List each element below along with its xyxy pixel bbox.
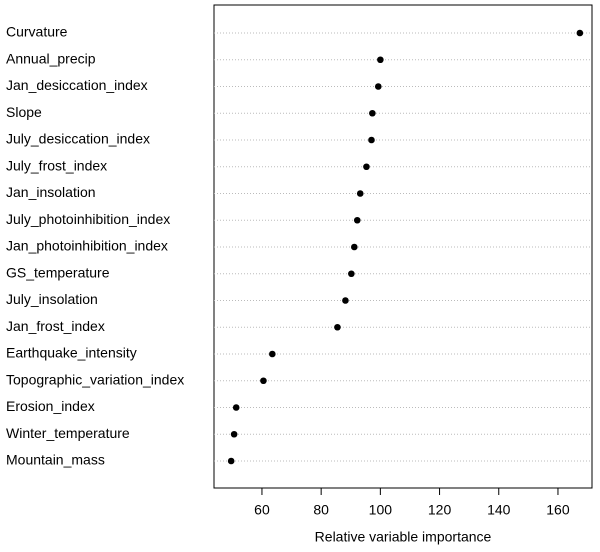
category-label: July_desiccation_index xyxy=(6,131,150,147)
category-label: Winter_temperature xyxy=(6,425,130,441)
category-label: Erosion_index xyxy=(6,398,95,414)
x-tick-label: 160 xyxy=(546,502,570,518)
dot xyxy=(260,377,267,385)
dot xyxy=(269,350,276,358)
dot xyxy=(356,190,364,197)
dot xyxy=(348,270,355,278)
dot xyxy=(368,136,375,144)
x-tick-label: 80 xyxy=(313,502,329,518)
dot xyxy=(230,430,238,438)
dot xyxy=(227,457,235,465)
category-label: Topographic_variation_index xyxy=(6,371,184,387)
category-label: Jan_desiccation_index xyxy=(6,77,148,93)
category-label: Slope xyxy=(6,104,42,120)
dot xyxy=(576,29,584,37)
category-label: Earthquake_intensity xyxy=(6,345,137,361)
x-tick-label: 60 xyxy=(254,502,270,518)
x-tick-label: 100 xyxy=(369,502,393,518)
category-label: Jan_photoinhibition_index xyxy=(6,238,168,254)
dot xyxy=(351,243,358,251)
dot xyxy=(353,216,361,224)
dot xyxy=(342,297,349,304)
category-label: Annual_precip xyxy=(6,50,96,66)
dot xyxy=(334,323,341,331)
category-label: Curvature xyxy=(6,24,68,40)
category-label: July_insolation xyxy=(6,291,98,307)
x-tick-label: 140 xyxy=(487,502,511,518)
x-tick-label: 120 xyxy=(428,502,452,518)
category-label: July_photoinhibition_index xyxy=(6,211,170,227)
category-label: July_frost_index xyxy=(6,157,107,173)
category-label: Jan_frost_index xyxy=(6,318,105,334)
dot xyxy=(369,109,376,117)
x-axis-label: Relative variable importance xyxy=(315,529,492,545)
dot xyxy=(363,163,370,171)
category-label: GS_temperature xyxy=(6,264,110,280)
dot xyxy=(232,404,240,411)
dot xyxy=(374,83,382,90)
category-label: Jan_insolation xyxy=(6,184,96,200)
category-label: Mountain_mass xyxy=(6,452,105,468)
dot xyxy=(377,56,384,64)
